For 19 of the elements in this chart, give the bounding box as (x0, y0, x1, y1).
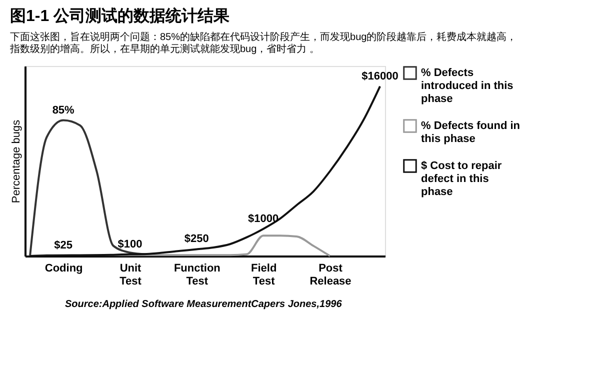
legend-label: % Defects found in this phase (421, 120, 520, 145)
legend-label: $ Cost to repair defect in this phase (421, 160, 502, 198)
annotation: $16000 (362, 70, 398, 82)
x-tick-label: Unit Test (120, 262, 142, 288)
source-note: Source:Applied Software MeasurementCapers Jones,1996 (65, 299, 342, 310)
annotation: $25 (54, 239, 73, 252)
x-tick-label: Coding (44, 262, 83, 274)
legend-label: % Defects introduced in this phase (421, 67, 514, 105)
annotation: $100 (118, 238, 142, 250)
text: 指数级别的增高。所以，在早期的单元测试就能发现bug，省时省力 。 (10, 44, 320, 55)
x-tick-label: Function Test (174, 262, 221, 288)
annotation: 85% (52, 104, 75, 116)
x-tick-label: Post Release (310, 262, 352, 288)
annotation: $250 (184, 233, 209, 246)
x-tick-label: Field Test (250, 262, 277, 288)
chart-title: 图1-1 公司测试的数据统计结果 (10, 7, 231, 25)
text: 下面这张图，旨在说明两个问题：85%的缺陷都在代码设计阶段产生，而发现bug的阶段越靠后，耗费成本就越高， (10, 32, 517, 43)
y-axis-title: Percentage bugs (10, 119, 22, 204)
annotation: $1000 (248, 212, 279, 225)
